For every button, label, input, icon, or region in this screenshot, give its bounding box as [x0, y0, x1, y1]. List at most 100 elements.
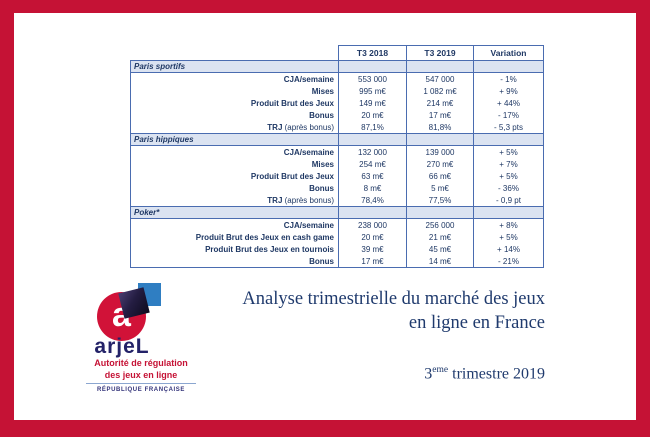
- section-label: Paris sportifs: [130, 60, 339, 73]
- table-data-row: CJA/semaine 132 000 139 000 + 5%: [130, 145, 544, 158]
- variation-cell: + 14%: [473, 243, 544, 255]
- table-header-row: T3 2018 T3 2019 Variation: [131, 45, 544, 61]
- table-data-row: Produit Brut des Jeux 63 m€ 66 m€ + 5%: [130, 170, 544, 182]
- row-label-text: Bonus: [309, 256, 334, 266]
- row-label-text: Produit Brut des Jeux en tournois: [205, 244, 334, 254]
- section-filler-cell: [338, 206, 407, 219]
- row-label-cell: Bonus: [130, 182, 339, 194]
- section-label: Poker*: [130, 206, 339, 219]
- variation-cell: + 9%: [473, 85, 544, 97]
- value-t3-2018-cell: 17 m€: [338, 255, 407, 268]
- section-filler-cell: [473, 133, 544, 146]
- variation-cell: - 21%: [473, 255, 544, 268]
- row-label-cell: Mises: [130, 85, 339, 97]
- section-filler-cell: [406, 133, 474, 146]
- section-label: Paris hippiques: [130, 133, 339, 146]
- value-t3-2019-cell: 270 m€: [406, 158, 474, 170]
- subtitle-number: 3: [424, 365, 433, 383]
- row-label-cell: CJA/semaine: [130, 72, 339, 85]
- variation-cell: - 0,9 pt: [473, 194, 544, 207]
- logo-republique-francaise: RÉPUBLIQUE FRANÇAISE: [86, 383, 196, 393]
- variation-cell: - 36%: [473, 182, 544, 194]
- value-t3-2018-cell: 87,1%: [338, 121, 407, 134]
- variation-cell: + 7%: [473, 158, 544, 170]
- value-t3-2019-cell: 77,5%: [406, 194, 474, 207]
- value-t3-2018-cell: 995 m€: [338, 85, 407, 97]
- value-t3-2019-cell: 139 000: [406, 145, 474, 158]
- header-variation: Variation: [473, 45, 544, 61]
- value-t3-2019-cell: 214 m€: [406, 97, 474, 109]
- slide-page: T3 2018 T3 2019 Variation Paris sportifs…: [14, 13, 636, 420]
- table-data-row: TRJ (après bonus) 78,4% 77,5% - 0,9 pt: [130, 194, 544, 207]
- variation-cell: + 5%: [473, 145, 544, 158]
- page-title-line1: Analyse trimestrielle du marché des jeux: [242, 289, 545, 309]
- table-data-row: TRJ (après bonus) 87,1% 81,8% - 5,3 pts: [130, 121, 544, 134]
- section-filler-cell: [473, 60, 544, 73]
- table-section-row: Poker*: [130, 206, 544, 219]
- table-data-row: Produit Brut des Jeux en tournois 39 m€ 45…: [130, 243, 544, 255]
- value-t3-2018-cell: 149 m€: [338, 97, 407, 109]
- table-data-row: Produit Brut des Jeux en cash game 20 m€ 2…: [130, 231, 544, 243]
- value-t3-2018-cell: 132 000: [338, 145, 407, 158]
- value-t3-2018-cell: 553 000: [338, 72, 407, 85]
- logo-tagline-line1: Autorité de régulation: [94, 358, 188, 368]
- value-t3-2019-cell: 1 082 m€: [406, 85, 474, 97]
- table-data-row: Bonus 17 m€ 14 m€ - 21%: [130, 255, 544, 268]
- table-section-row: Paris sportifs: [130, 60, 544, 73]
- value-t3-2018-cell: 20 m€: [338, 109, 407, 121]
- table-data-row: Mises 995 m€ 1 082 m€ + 9%: [130, 85, 544, 97]
- variation-cell: + 8%: [473, 218, 544, 231]
- row-label-text: Produit Brut des Jeux: [250, 171, 334, 181]
- row-label-text: Bonus: [309, 183, 334, 193]
- logo-tagline-line2: des jeux en ligne: [104, 370, 178, 380]
- section-filler-cell: [338, 60, 407, 73]
- value-t3-2018-cell: 39 m€: [338, 243, 407, 255]
- row-label-text: Bonus: [309, 110, 334, 120]
- table-data-row: CJA/semaine 553 000 547 000- 1%: [130, 72, 544, 85]
- value-t3-2018-cell: 78,4%: [338, 194, 407, 207]
- value-t3-2019-cell: 14 m€: [406, 255, 474, 268]
- page-title: Analyse trimestrielle du marché des jeux…: [125, 287, 545, 335]
- page-subtitle: 3eme trimestre 2019: [245, 365, 545, 383]
- table-data-row: Bonus 20 m€ 17 m€ - 17%: [130, 109, 544, 121]
- row-label-text: TRJ: [267, 122, 283, 132]
- row-label-note: (après bonus): [282, 122, 334, 132]
- subtitle-text: trimestre 2019: [448, 365, 545, 383]
- header-t3-2019: T3 2019: [406, 45, 474, 61]
- page-title-line2: en ligne en France: [408, 313, 545, 333]
- table-body: Paris sportifs CJA/semaine 553 000 547 000-…: [130, 60, 544, 268]
- variation-cell: + 44%: [473, 97, 544, 109]
- row-label-cell: TRJ (après bonus): [130, 121, 339, 134]
- section-filler-cell: [406, 60, 474, 73]
- variation-cell: - 5,3 pts: [473, 121, 544, 134]
- variation-cell: - 17%: [473, 109, 544, 121]
- variation-cell: + 5%: [473, 170, 544, 182]
- row-label-cell: Bonus: [130, 109, 339, 121]
- row-label-note: (après bonus): [282, 195, 334, 205]
- row-label-cell: Produit Brut des Jeux: [130, 170, 339, 182]
- subtitle-superscript: eme: [432, 365, 449, 375]
- value-t3-2019-cell: 547 000: [406, 72, 474, 85]
- row-label-cell: CJA/semaine: [130, 218, 339, 231]
- value-t3-2019-cell: 45 m€: [406, 243, 474, 255]
- row-label-cell: TRJ (après bonus): [130, 194, 339, 207]
- header-empty-cell: [131, 46, 339, 61]
- row-label-text: TRJ: [267, 195, 283, 205]
- table-data-row: Produit Brut des Jeux 149 m€ 214 m€ + 44%: [130, 97, 544, 109]
- value-t3-2018-cell: 8 m€: [338, 182, 407, 194]
- row-label-text: CJA/semaine: [283, 220, 334, 230]
- value-t3-2019-cell: 256 000: [406, 218, 474, 231]
- section-filler-cell: [338, 133, 407, 146]
- row-label-cell: Produit Brut des Jeux en tournois: [130, 243, 339, 255]
- variation-cell: + 5%: [473, 231, 544, 243]
- row-label-text: Produit Brut des Jeux: [250, 98, 334, 108]
- value-t3-2019-cell: 81,8%: [406, 121, 474, 134]
- table-data-row: CJA/semaine 238 000 256 000 + 8%: [130, 218, 544, 231]
- row-label-cell: Produit Brut des Jeux: [130, 97, 339, 109]
- value-t3-2019-cell: 21 m€: [406, 231, 474, 243]
- value-t3-2018-cell: 238 000: [338, 218, 407, 231]
- row-label-text: CJA/semaine: [283, 74, 334, 84]
- row-label-cell: CJA/semaine: [130, 145, 339, 158]
- header-t3-2018: T3 2018: [338, 45, 407, 61]
